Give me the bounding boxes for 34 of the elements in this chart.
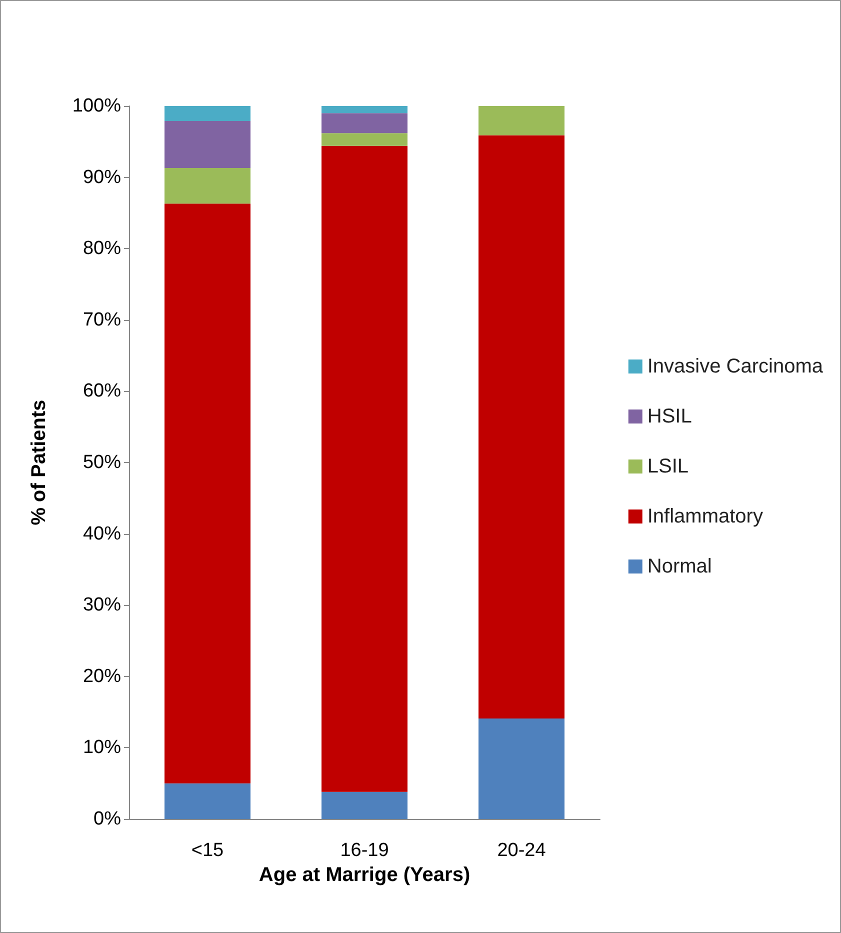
y-tick-label: 10% [82, 737, 122, 758]
bar [164, 106, 250, 121]
bar [164, 204, 250, 784]
bar [322, 146, 408, 792]
x-tick-label: 16-19 [340, 840, 389, 861]
x-tick-label: 20-24 [497, 840, 546, 861]
y-axis-title: % of Patients [28, 400, 50, 526]
bar [322, 113, 408, 134]
y-tick-label: 80% [82, 238, 122, 260]
y-tick-label: 30% [82, 594, 122, 616]
bar [164, 120, 250, 168]
x-tick-label: <15 [191, 840, 224, 861]
bar [164, 168, 250, 204]
bar [478, 135, 564, 718]
legend-label: Invasive Carcinoma [647, 356, 824, 378]
y-tick-label: 20% [82, 666, 122, 687]
y-tick-label: 100% [72, 96, 122, 116]
bar [478, 106, 564, 136]
x-axis-title: Age at Marrige (Years) [258, 864, 470, 886]
legend-label: Inflammatory [647, 506, 763, 528]
bar [164, 783, 250, 819]
bar [478, 718, 564, 819]
bar [322, 792, 408, 819]
y-tick-label: 90% [82, 166, 122, 188]
bar [322, 106, 408, 114]
y-tick-label: 0% [94, 808, 122, 830]
y-tick-label: 60% [82, 380, 122, 402]
legend-label: Normal [647, 556, 712, 578]
legend-label: LSIL [647, 456, 689, 478]
y-tick-label: 70% [82, 309, 122, 330]
y-tick-label: 50% [82, 452, 122, 473]
legend-label: HSIL [647, 406, 692, 428]
y-tick-label: 40% [82, 523, 122, 544]
bar [322, 133, 408, 146]
